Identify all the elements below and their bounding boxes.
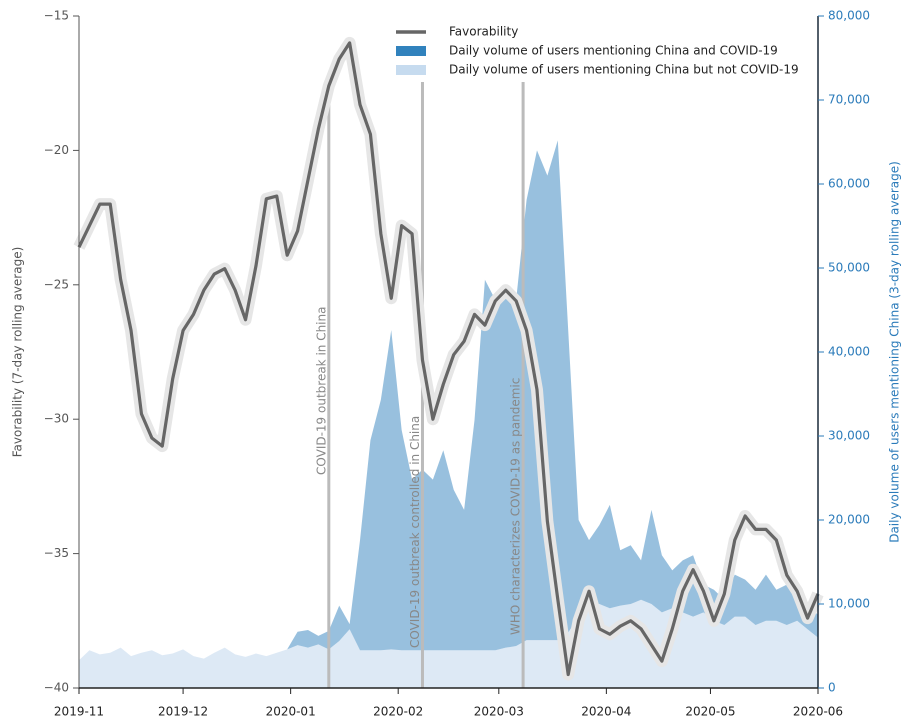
y2-tick-label: 40,000 xyxy=(828,345,870,359)
y2-tick-label: 20,000 xyxy=(828,513,870,527)
annotation-text: WHO characterizes COVID-19 as pandemic xyxy=(509,378,523,635)
annotation-text: COVID-19 outbreak controlled in China xyxy=(408,416,422,648)
y2-tick-label: 0 xyxy=(828,681,836,695)
line xyxy=(77,41,820,677)
x-tick-label: 2020-05 xyxy=(685,705,735,719)
y-tick-label: −20 xyxy=(44,143,69,157)
area xyxy=(79,140,818,661)
y2-tick-label: 50,000 xyxy=(828,261,870,275)
x-tick-label: 2019-11 xyxy=(54,705,104,719)
y2-tick-label: 60,000 xyxy=(828,177,870,191)
y-tick-label: −30 xyxy=(44,412,69,426)
y-tick-label: −40 xyxy=(44,681,69,695)
x-tick-label: 2020-02 xyxy=(373,705,423,719)
y-tick-label: −15 xyxy=(44,9,69,23)
y2-tick-label: 80,000 xyxy=(828,9,870,23)
annotation-text: COVID-19 outbreak in China xyxy=(314,307,328,476)
legend-swatch xyxy=(396,46,426,56)
x-tick-label: 2020-06 xyxy=(793,705,843,719)
legend-label: Favorability xyxy=(449,25,518,39)
x-tick-label: 2020-01 xyxy=(266,705,316,719)
legend-label: Daily volume of users mentioning China a… xyxy=(449,44,778,58)
y-tick-label: −35 xyxy=(44,546,69,560)
y2-tick-label: 10,000 xyxy=(828,597,870,611)
x-tick-label: 2019-12 xyxy=(158,705,208,719)
y2-axis-label: Daily volume of users mentioning China (… xyxy=(888,161,902,543)
y2-tick-label: 30,000 xyxy=(828,429,870,443)
y-axis-label: Favorability (7-day rolling average) xyxy=(11,247,25,458)
legend-label: Daily volume of users mentioning China b… xyxy=(449,63,799,77)
y-tick-label: −25 xyxy=(44,277,69,291)
y2-tick-label: 70,000 xyxy=(828,93,870,107)
x-tick-label: 2020-03 xyxy=(474,705,524,719)
legend-swatch xyxy=(396,65,426,75)
x-tick-label: 2020-04 xyxy=(581,705,631,719)
